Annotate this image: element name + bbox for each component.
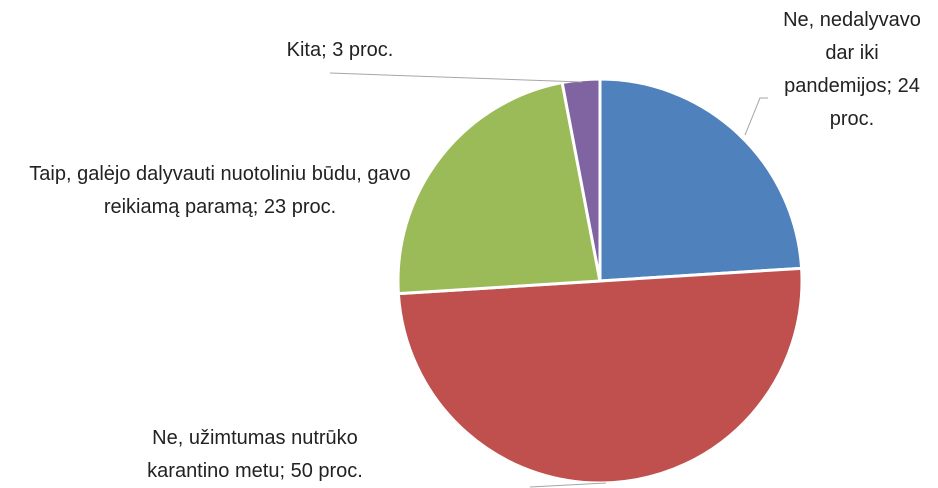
pie-slice: [396, 80, 602, 296]
slice-label: Ne, užimtumas nutrūko karantino metu; 50…: [147, 427, 363, 482]
pie-slice: [396, 266, 804, 485]
slice-label: Ne, nedalyvavo dar iki pandemijos; 24 pr…: [783, 9, 921, 130]
leader-line: [529, 482, 607, 488]
leader-line: [329, 72, 583, 83]
pie-slice: [598, 77, 804, 283]
leader-line: [744, 97, 768, 136]
slice-label: Kita; 3 proc.: [286, 39, 394, 61]
slice-label: Taip, galėjo dalyvauti nuotoliniu būdu, …: [29, 163, 411, 218]
pie-slice: [560, 77, 602, 282]
